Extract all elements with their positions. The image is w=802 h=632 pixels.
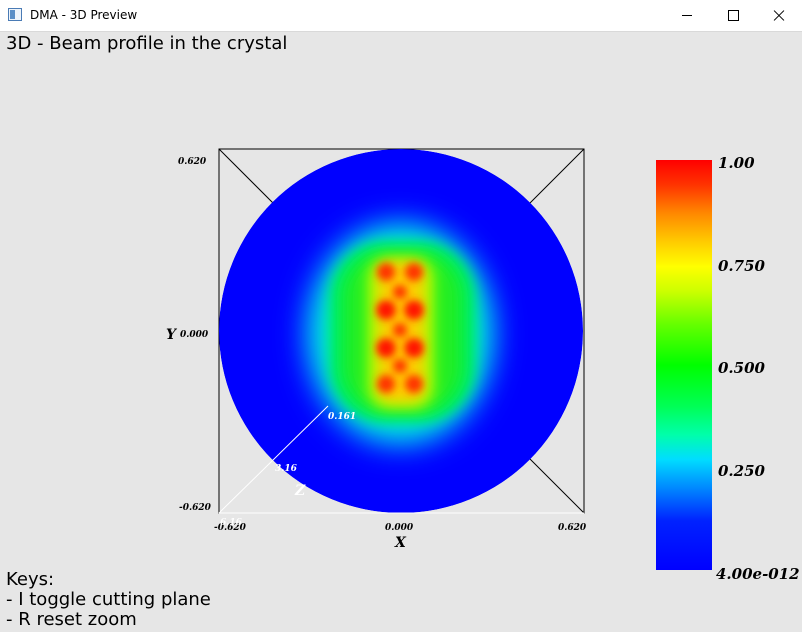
x-tick-right: 0.620 bbox=[558, 523, 587, 533]
key-toggle-cutting-plane: - I toggle cutting plane bbox=[6, 589, 211, 610]
app-icon bbox=[8, 8, 22, 21]
plot-heading: 3D - Beam profile in the crystal bbox=[6, 33, 288, 54]
z-tick-near: 0.161 bbox=[328, 412, 356, 422]
keys-title: Keys: bbox=[6, 569, 55, 590]
z-axis-label: Z bbox=[294, 483, 306, 499]
x-tick-mid: 0.000 bbox=[385, 523, 414, 533]
window-title: DMA - 3D Preview bbox=[30, 8, 138, 22]
colorbar-scale bbox=[656, 160, 712, 570]
y-tick-mid: 0.000 bbox=[180, 330, 209, 340]
y-tick-top: 0.620 bbox=[178, 157, 207, 167]
colorbar-label-075: 0.750 bbox=[718, 257, 766, 275]
z-axis bbox=[218, 405, 584, 514]
z-tick-mid: 3.16 bbox=[275, 464, 298, 474]
x-axis-label: X bbox=[394, 535, 407, 551]
colorbar-label-025: 0.250 bbox=[718, 462, 766, 480]
y-tick-bottom: -0.620 bbox=[179, 503, 212, 513]
y-axis-label: Y bbox=[166, 327, 178, 343]
colorbar-label-max: 1.00 bbox=[718, 154, 755, 172]
keys-legend: Keys: - I toggle cutting plane - R reset… bbox=[6, 570, 211, 630]
minimize-button[interactable] bbox=[664, 0, 710, 31]
maximize-icon bbox=[727, 10, 739, 21]
beam-disc bbox=[219, 149, 583, 513]
colorbar-label-min: 4.00e-012 bbox=[716, 565, 800, 583]
key-reset-zoom: - R reset zoom bbox=[6, 609, 137, 630]
x-tick-left: -0.620 bbox=[214, 523, 247, 533]
minimize-icon bbox=[682, 15, 692, 16]
maximize-button[interactable] bbox=[710, 0, 756, 31]
z-tick-far: 6.16 bbox=[220, 518, 243, 528]
colorbar-label-050: 0.500 bbox=[718, 359, 766, 377]
title-bar: DMA - 3D Preview bbox=[0, 0, 802, 32]
